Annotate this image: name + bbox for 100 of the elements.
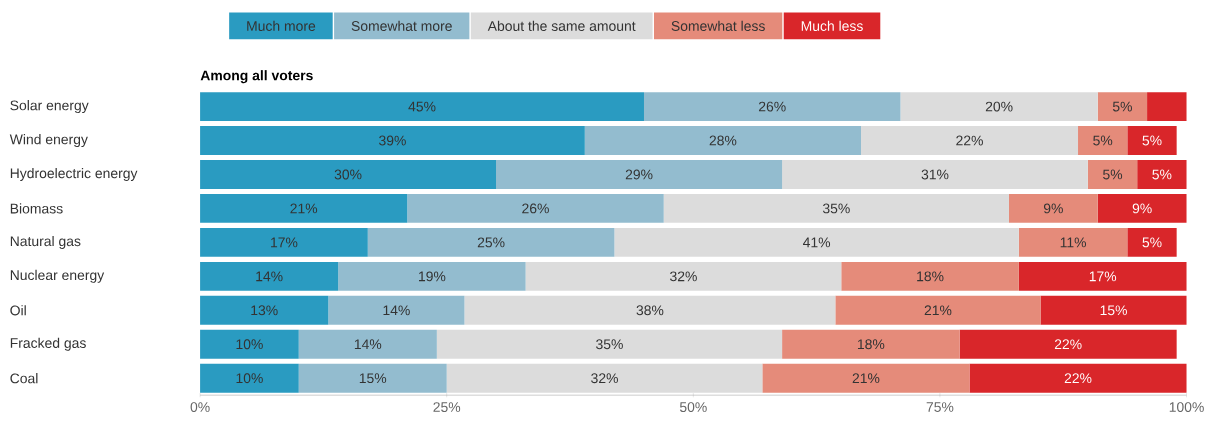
bar — [841, 261, 1019, 291]
x-tick-label: 0% — [190, 402, 210, 412]
data-label: 45% — [408, 101, 436, 112]
bar — [969, 363, 1187, 393]
bar — [200, 363, 299, 393]
data-label: 22% — [956, 135, 983, 146]
data-label: 26% — [758, 101, 786, 112]
text: Much less — [801, 20, 863, 31]
bar — [1137, 160, 1187, 189]
bar — [1018, 261, 1187, 291]
data-label: 13% — [251, 305, 278, 316]
bar — [1078, 126, 1128, 155]
data-label: 10% — [236, 339, 263, 350]
text: About the same amount — [487, 20, 636, 31]
y-tick-label: Hydroelectric energy — [10, 167, 138, 181]
y-tick-label: Nuclear energy — [10, 269, 105, 283]
bar — [200, 329, 299, 359]
data-label: 19% — [419, 271, 446, 282]
data-label: 20% — [985, 101, 1013, 112]
data-label: 5% — [1103, 169, 1123, 180]
data-label: 26% — [522, 203, 549, 214]
y-tick-label: Coal — [10, 373, 38, 384]
bar — [200, 92, 644, 121]
data-label: 17% — [1089, 271, 1117, 282]
data-label: 10% — [236, 373, 263, 384]
bar — [436, 329, 783, 359]
bar — [782, 160, 1088, 189]
bar — [200, 295, 329, 325]
data-label: 38% — [636, 305, 664, 316]
y-tick-label: Biomass — [10, 203, 63, 214]
x-tick-label: 50% — [679, 402, 707, 412]
bar — [525, 261, 842, 291]
bar — [959, 329, 1177, 359]
bar — [1008, 193, 1098, 223]
data-label: 25% — [477, 237, 505, 248]
y-tick-label: Oil — [10, 305, 26, 316]
bar — [446, 363, 763, 393]
bar — [643, 92, 901, 121]
bar — [584, 126, 861, 155]
data-label: 18% — [857, 339, 885, 350]
bar — [367, 227, 615, 257]
bar — [614, 227, 1019, 257]
text: Somewhat more — [351, 20, 452, 31]
data-label: 41% — [803, 237, 831, 248]
data-label: 14% — [256, 271, 283, 282]
bar — [200, 160, 497, 189]
data-label: 39% — [379, 135, 406, 146]
bar — [1087, 160, 1138, 189]
bar — [762, 363, 970, 393]
chart-title: Among all voters — [200, 70, 313, 84]
bar — [200, 261, 339, 291]
y-tick-label: Solar energy — [10, 100, 89, 114]
data-label: 9% — [1043, 203, 1063, 214]
bar — [464, 295, 836, 325]
bar — [200, 126, 585, 155]
bar — [1097, 193, 1187, 223]
bar — [782, 329, 960, 359]
data-label: 17% — [271, 237, 298, 248]
bar — [1040, 295, 1187, 325]
bar — [1018, 227, 1128, 257]
data-label: 15% — [359, 373, 387, 384]
data-label: 18% — [917, 271, 944, 282]
data-label: 5% — [1142, 237, 1162, 248]
bar — [861, 126, 1079, 155]
data-label: 30% — [334, 169, 362, 180]
data-label: 31% — [921, 169, 949, 180]
bar — [328, 295, 465, 325]
text: Much more — [247, 20, 316, 31]
bar — [200, 193, 408, 223]
data-label: 32% — [670, 271, 697, 282]
bar — [1127, 126, 1177, 155]
data-label: 32% — [591, 373, 618, 384]
bar — [1097, 92, 1148, 121]
x-tick-label: 100% — [1169, 402, 1204, 412]
data-label: 9% — [1132, 203, 1152, 214]
data-label: 35% — [822, 203, 850, 214]
data-label: 28% — [709, 135, 737, 146]
bar — [835, 295, 1041, 325]
bar — [1127, 227, 1177, 257]
text: Somewhat less — [671, 20, 765, 31]
data-label: 5% — [1142, 135, 1162, 146]
data-label: 29% — [625, 169, 653, 180]
data-label: 21% — [852, 373, 880, 384]
bar — [496, 160, 783, 189]
data-label: 15% — [1100, 305, 1127, 316]
bar — [200, 227, 368, 257]
bar — [298, 363, 447, 393]
data-label: 5% — [1112, 101, 1132, 112]
data-label: 14% — [354, 339, 382, 350]
data-label: 14% — [383, 305, 410, 316]
bar — [1147, 92, 1187, 121]
bar — [663, 193, 1009, 223]
data-label: 22% — [1064, 373, 1092, 384]
bar — [298, 329, 437, 359]
x-tick-label: 25% — [433, 402, 461, 412]
x-tick-label: 75% — [926, 402, 954, 412]
bar — [338, 261, 526, 291]
data-label: 21% — [290, 203, 318, 214]
y-tick-label: Fracked gas — [10, 337, 86, 351]
data-label: 5% — [1152, 169, 1172, 180]
